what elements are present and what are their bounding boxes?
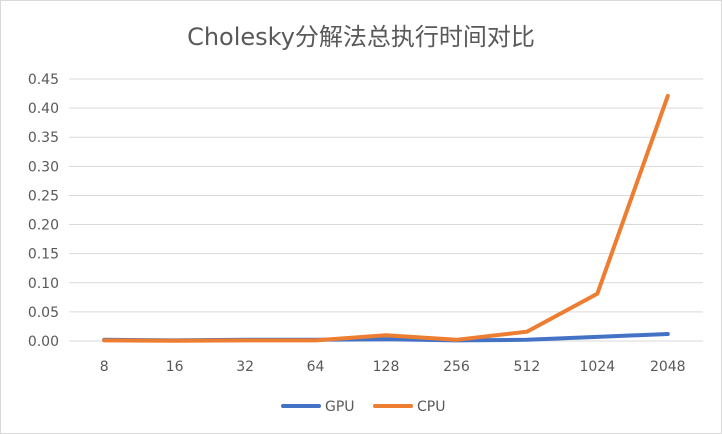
x-tick-label: 16 (166, 359, 184, 375)
y-tick-label: 0.30 (28, 159, 59, 175)
x-axis-ticks: 8 16 32 64 128 256 512 1024 2048 (100, 359, 686, 375)
series-lines (102, 93, 670, 343)
y-tick-label: 0.35 (28, 130, 59, 146)
x-tick-label: 256 (443, 359, 470, 375)
y-tick-label: 0.00 (28, 334, 59, 350)
x-tick-label: 2048 (650, 359, 686, 375)
y-tick-label: 0.40 (28, 101, 59, 117)
y-tick-label: 0.10 (28, 276, 59, 292)
y-tick-label: 0.15 (28, 247, 59, 263)
gridlines (69, 78, 703, 342)
x-tick-label: 64 (307, 359, 325, 375)
y-tick-label: 0.45 (28, 72, 59, 88)
y-tick-label: 0.05 (28, 305, 59, 321)
series-line-cpu (102, 93, 670, 343)
y-tick-label: 0.25 (28, 188, 59, 204)
legend: GPU CPU (281, 399, 445, 415)
x-tick-label: 512 (514, 359, 541, 375)
y-tick-label: 0.20 (28, 218, 59, 234)
x-tick-label: 1024 (580, 359, 616, 375)
legend-label-cpu: CPU (417, 399, 445, 415)
legend-label-gpu: GPU (325, 399, 355, 415)
y-axis-ticks: 0.00 0.05 0.10 0.15 0.20 0.25 0.30 0.35 0.40 0.45 (28, 72, 59, 350)
x-tick-label: 8 (100, 359, 109, 375)
x-tick-label: 32 (236, 359, 254, 375)
chart-title: Cholesky分解法总执行时间对比 (187, 23, 535, 51)
x-tick-label: 128 (373, 359, 400, 375)
